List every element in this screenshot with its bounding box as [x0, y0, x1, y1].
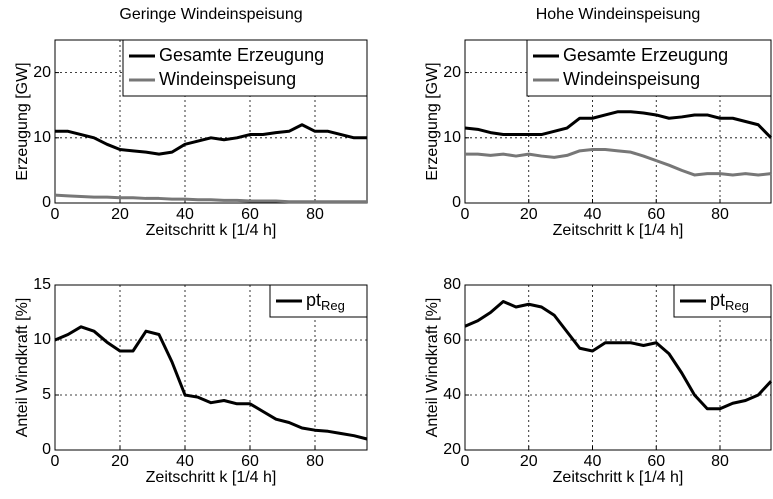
- axes-box: [464, 284, 772, 451]
- x-axis-label: Zeitschritt k [1/4 h]: [146, 469, 277, 486]
- y-axis-label: Erzeugung [GW]: [424, 62, 441, 180]
- x-tick-label: 80: [711, 206, 729, 223]
- y-tick-label: 20: [443, 64, 461, 81]
- legend-name: pt: [306, 290, 321, 310]
- y-axis-label: Anteil Windkraft [%]: [424, 298, 441, 438]
- x-tick-label: 60: [241, 206, 259, 223]
- legend: ptReg: [269, 284, 368, 318]
- x-tick-label: 60: [647, 206, 665, 223]
- x-tick-label: 80: [306, 453, 324, 470]
- x-axis-label: Zeitschritt k [1/4 h]: [553, 222, 684, 239]
- chart-title: Hohe Windeinspeisung: [536, 6, 701, 23]
- legend: Gesamte Erzeugung Windeinspeisung: [526, 39, 772, 97]
- legend-label: ptReg: [710, 290, 749, 314]
- x-axis-label: Zeitschritt k [1/4 h]: [553, 469, 684, 486]
- legend-box: [526, 39, 772, 97]
- y-tick-label: 20: [33, 64, 51, 81]
- data-line: [464, 300, 773, 411]
- y-tick-label: 40: [443, 386, 461, 403]
- legend: Gesamte Erzeugung Windeinspeisung: [122, 39, 368, 97]
- y-tick-label: 15: [33, 276, 51, 293]
- y-tick-label: 10: [443, 129, 461, 146]
- data-line: [464, 110, 773, 139]
- y-tick-label: 0: [42, 441, 51, 458]
- x-tick-label: 0: [461, 206, 470, 223]
- y-tick-label: 60: [443, 331, 461, 348]
- x-tick-label: 40: [176, 206, 194, 223]
- x-tick-label: 40: [176, 453, 194, 470]
- x-tick-label: 20: [520, 453, 538, 470]
- legend-name: Windeinspeisung: [563, 69, 700, 89]
- x-tick-label: 60: [241, 453, 259, 470]
- y-tick-label: 0: [452, 194, 461, 211]
- y-tick-label: 10: [33, 331, 51, 348]
- x-tick-label: 60: [647, 453, 665, 470]
- x-tick-label: 80: [306, 206, 324, 223]
- legend-name: Gesamte Erzeugung: [159, 45, 324, 65]
- y-tick-label: 0: [42, 194, 51, 211]
- legend-label: Gesamte Erzeugung: [563, 45, 728, 65]
- x-tick-label: 80: [711, 453, 729, 470]
- data-line: [54, 325, 368, 441]
- y-axis-label: Anteil Windkraft [%]: [14, 298, 31, 438]
- y-axis-label: Erzeugung [GW]: [14, 62, 31, 180]
- x-tick-label: 40: [584, 453, 602, 470]
- x-tick-label: 0: [51, 206, 60, 223]
- y-tick-label: 80: [443, 276, 461, 293]
- legend-subscript: Reg: [321, 298, 345, 313]
- legend-name: Windeinspeisung: [159, 69, 296, 89]
- data-line: [465, 148, 772, 177]
- x-tick-label: 20: [520, 206, 538, 223]
- x-tick-label: 20: [111, 206, 129, 223]
- legend-name: Gesamte Erzeugung: [563, 45, 728, 65]
- x-tick-label: 20: [111, 453, 129, 470]
- x-axis-label: Zeitschritt k [1/4 h]: [146, 222, 277, 239]
- legend-subscript: Reg: [725, 298, 749, 313]
- axes-box: [54, 284, 368, 451]
- data-line: [54, 193, 367, 204]
- legend: ptReg: [673, 284, 772, 318]
- y-tick-label: 10: [33, 129, 51, 146]
- chart-title: Geringe Windeinspeisung: [119, 6, 302, 23]
- legend-name: pt: [710, 290, 725, 310]
- x-tick-label: 0: [51, 453, 60, 470]
- y-tick-label: 20: [443, 441, 461, 458]
- x-tick-label: 0: [461, 453, 470, 470]
- legend-label: ptReg: [306, 290, 345, 314]
- data-line: [55, 123, 367, 156]
- legend-label: Gesamte Erzeugung: [159, 45, 324, 65]
- x-tick-label: 40: [584, 206, 602, 223]
- y-tick-label: 5: [42, 386, 51, 403]
- legend-label: Windeinspeisung: [159, 69, 296, 89]
- legend-box: [122, 39, 368, 97]
- legend-label: Windeinspeisung: [563, 69, 700, 89]
